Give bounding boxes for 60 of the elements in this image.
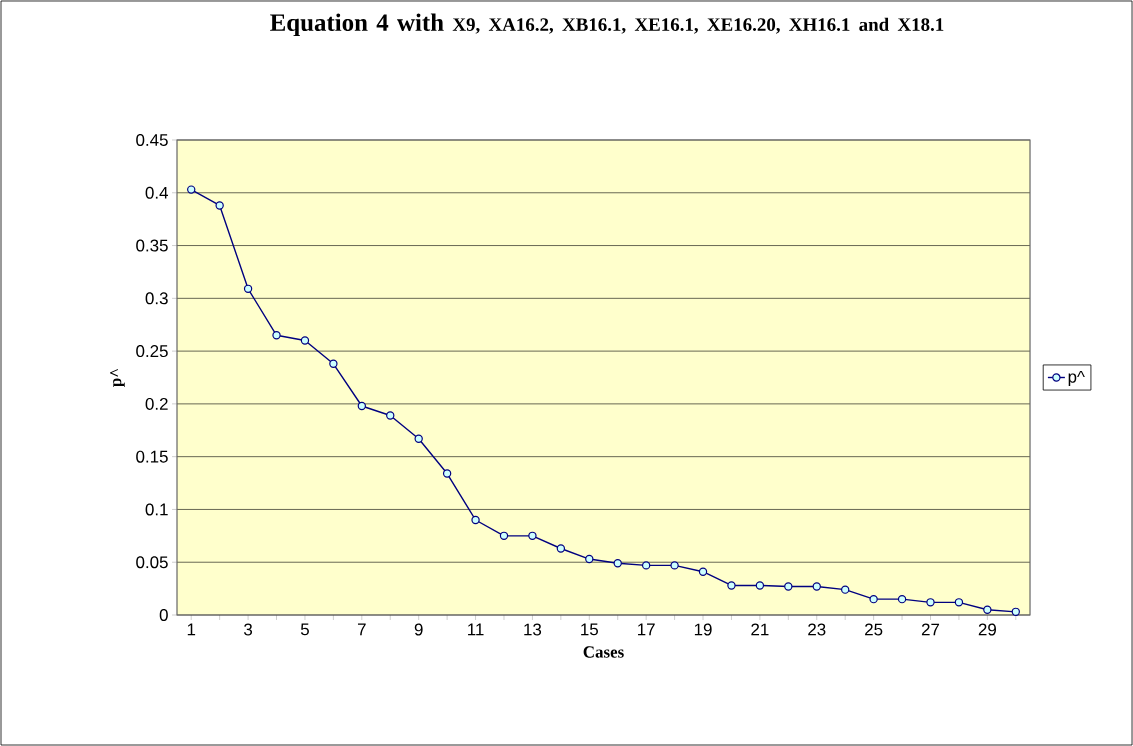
- x-tick-label: 7: [357, 623, 366, 636]
- y-tick-label: 0.05: [136, 556, 168, 569]
- point: [983, 605, 992, 614]
- point: [613, 559, 622, 568]
- x-tick-label: 21: [751, 623, 769, 636]
- y-tick-label: 0.45: [136, 134, 168, 146]
- chart-subtitle: X9, XA16.2, XB16.1, XE16.1, XE16.20, XH16.1 and X18.1: [452, 17, 944, 34]
- x-tick-label: 23: [808, 623, 826, 636]
- point: [698, 567, 708, 576]
- point: [499, 531, 509, 541]
- point: [869, 594, 878, 604]
- point: [556, 544, 566, 553]
- point: [841, 585, 850, 594]
- point: [926, 598, 935, 607]
- legend-label: p^: [1068, 370, 1085, 387]
- point: [329, 359, 338, 368]
- y-axis-title: p^: [110, 368, 125, 387]
- x-tick-label: 15: [581, 623, 598, 636]
- x-tick-label: 17: [638, 623, 655, 636]
- x-tick-label: 29: [978, 623, 996, 636]
- x-tick-label: 27: [921, 623, 940, 636]
- x-axis-title: Cases: [583, 646, 624, 658]
- x-tick-label: 1: [187, 623, 196, 636]
- point: [528, 531, 537, 541]
- point: [954, 598, 964, 607]
- point: [812, 582, 821, 591]
- y-tick-label: 0.4: [145, 186, 168, 199]
- y-tick-label: 0.25: [136, 345, 168, 358]
- y-tick-label: 0.3: [145, 292, 168, 305]
- point: [897, 594, 907, 604]
- point: [187, 185, 196, 194]
- point: [1011, 607, 1020, 617]
- point: [585, 554, 594, 564]
- chart-title: Equation 4 with: [270, 13, 444, 37]
- point: [357, 401, 367, 411]
- x-tick-label: 25: [865, 623, 883, 636]
- point: [243, 284, 253, 294]
- y-tick-label: 0.15: [136, 450, 168, 463]
- x-tick-label: 19: [694, 623, 712, 636]
- point: [215, 201, 224, 210]
- x-tick-label: 11: [468, 623, 484, 636]
- y-tick-label: 0.2: [145, 397, 168, 410]
- point: [272, 331, 281, 340]
- x-tick-label: 9: [414, 623, 423, 636]
- point: [442, 469, 452, 478]
- x-tick-label: 5: [300, 623, 309, 636]
- point: [727, 581, 736, 590]
- point: [641, 561, 651, 570]
- x-tick-label: 13: [524, 623, 542, 636]
- point: [755, 581, 765, 590]
- point: [670, 561, 679, 570]
- point: [300, 336, 310, 345]
- point: [784, 582, 793, 591]
- y-tick-label: 0.35: [136, 239, 168, 252]
- point: [471, 515, 480, 525]
- y-tick-label: 0: [159, 609, 168, 621]
- y-tick-label: 0.1: [145, 503, 168, 516]
- x-tick-label: 3: [244, 623, 253, 636]
- point: [386, 411, 395, 420]
- point: [414, 434, 423, 443]
